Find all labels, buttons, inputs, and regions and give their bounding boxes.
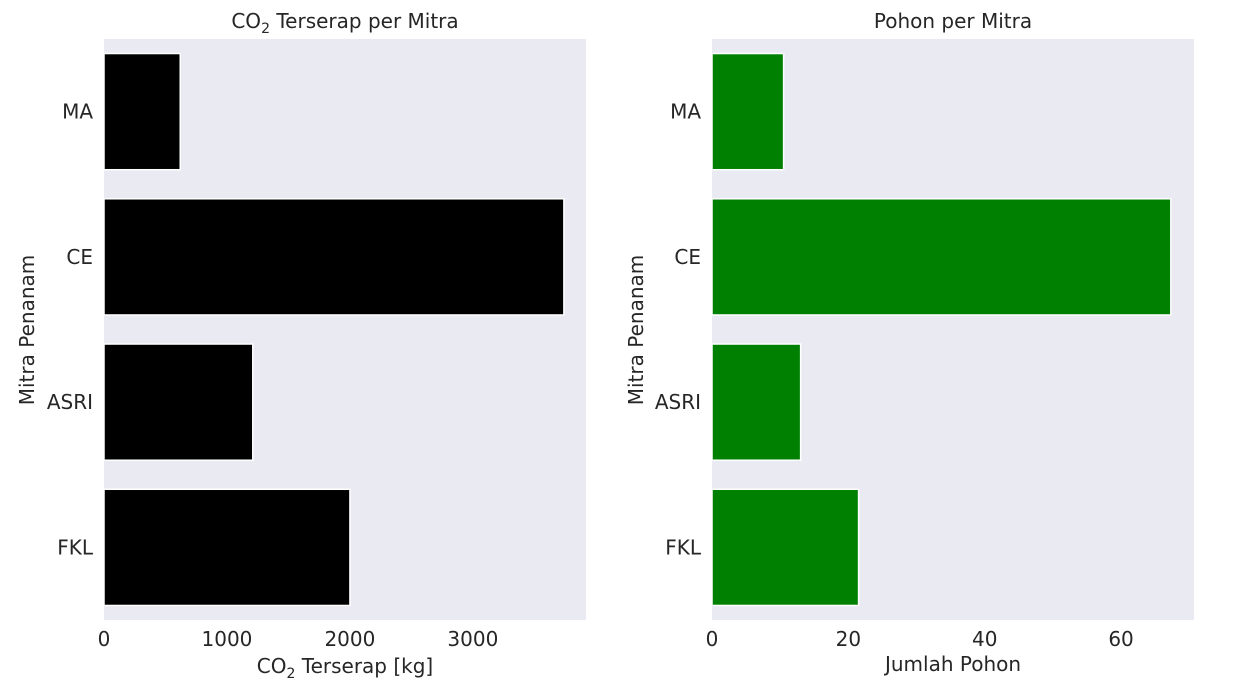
co2-chart-panel: MA CE ASRI FKL 0 1000 2000 3000 CO2 Terserap p… [15,9,586,682]
trees-chart-panel: MA CE ASRI FKL 0 20 40 60 Pohon per Mitra Juml… [624,9,1194,676]
trees-x-tick-label: 20 [836,627,861,651]
trees-x-tick-labels: 0 20 40 60 [706,627,1134,651]
co2-x-tick-label: 1000 [202,627,253,651]
co2-x-tick-labels: 0 1000 2000 3000 [98,627,499,651]
co2-bars [103,52,565,607]
co2-bar-ce [103,198,565,316]
co2-category-label: ASRI [47,390,93,414]
trees-x-tick-label: 0 [706,627,719,651]
co2-x-tick-label: 2000 [324,627,375,651]
co2-y-axis-label: Mitra Penanam [15,255,39,406]
trees-category-label: ASRI [655,390,701,414]
co2-x-axis-label: CO2 Terserap [kg] [257,654,433,682]
co2-category-label: FKL [57,535,94,559]
trees-y-axis-label: Mitra Penanam [624,255,648,406]
trees-category-label: CE [674,245,701,269]
trees-category-labels: MA CE ASRI FKL [655,100,702,560]
trees-x-axis-label: Jumlah Pohon [883,652,1021,676]
trees-chart-title: Pohon per Mitra [874,9,1032,33]
trees-bars [711,52,1172,607]
co2-bar-asri [103,343,254,461]
trees-category-label: FKL [665,535,702,559]
trees-bar-ma [711,52,785,171]
co2-x-tick-label: 3000 [447,627,498,651]
co2-category-label: MA [62,100,93,124]
co2-bar-ma [103,52,181,171]
co2-bar-fkl [103,488,351,607]
trees-bar-fkl [711,488,860,607]
co2-category-label: CE [66,245,93,269]
co2-chart-title: CO2 Terserap per Mitra [231,9,458,37]
trees-bar-ce [711,198,1172,316]
trees-bar-asri [711,343,802,461]
co2-x-tick-label: 0 [98,627,111,651]
trees-x-tick-label: 40 [972,627,997,651]
trees-category-label: MA [670,100,701,124]
co2-category-labels: MA CE ASRI FKL [47,100,94,560]
trees-x-tick-label: 60 [1108,627,1133,651]
